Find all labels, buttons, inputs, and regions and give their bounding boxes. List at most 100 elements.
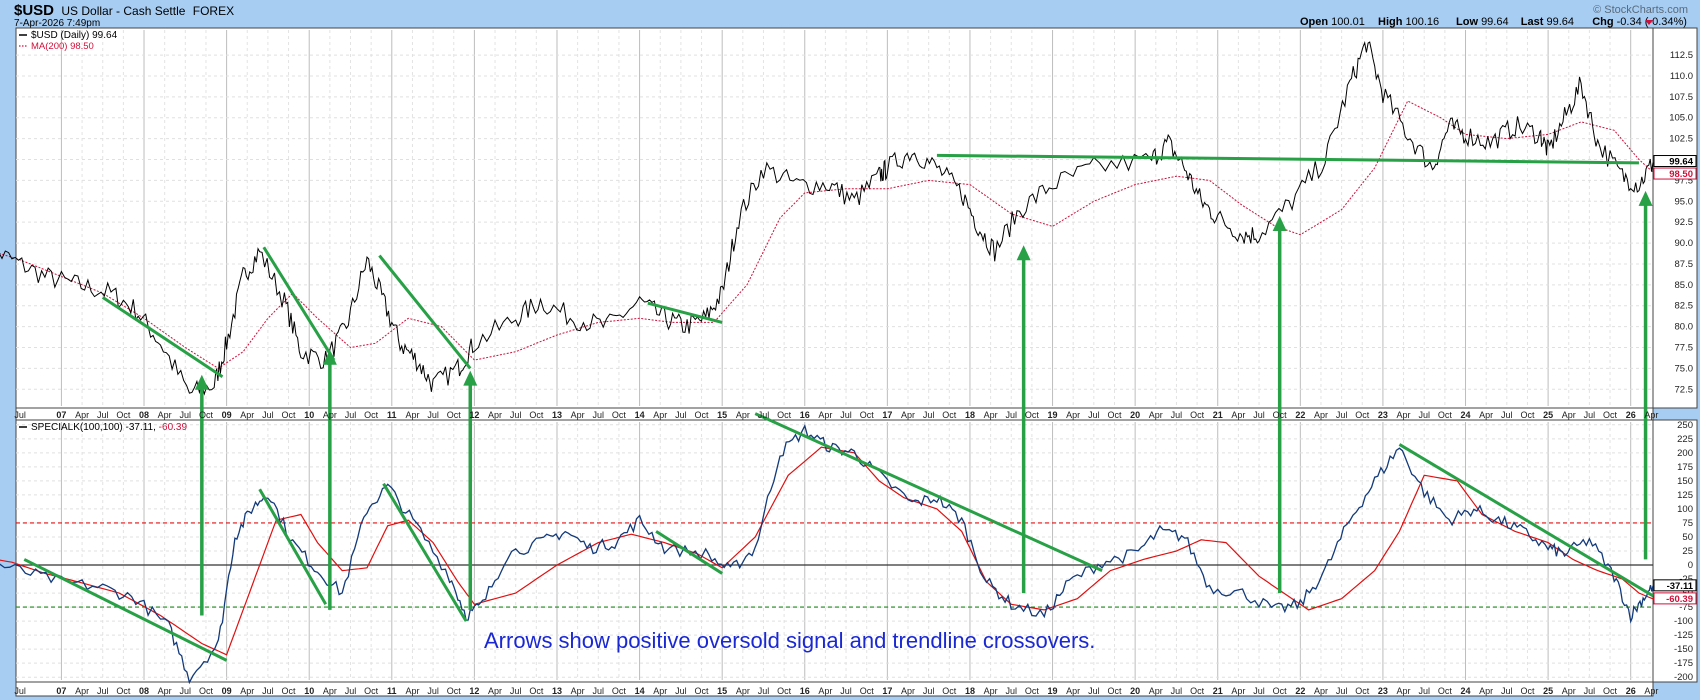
x-month-label: Oct — [282, 410, 297, 420]
x-month-label: Apr — [1066, 686, 1080, 696]
x-month-label: Jul — [1584, 686, 1596, 696]
header-exchange: FOREX — [193, 4, 234, 18]
header-name: US Dollar - Cash Settle — [61, 4, 185, 18]
axis-label-layer: Jul Jul 07 07 Apr Apr Jul Jul Oct Oct 08 08 Apr Apr Ju… — [14, 50, 1697, 696]
copyright-text: © StockCharts.com — [1593, 4, 1688, 16]
indicator-trendline — [258, 488, 328, 606]
x-month-label: Jul — [758, 410, 770, 420]
x-month-label: Jul — [1584, 410, 1596, 420]
price-legend-label: $USD (Daily) 99.64 — [31, 30, 118, 41]
indicator-trendline — [382, 482, 468, 622]
indicator-trendline — [655, 530, 723, 575]
x-month-label: Oct — [1603, 410, 1618, 420]
x-year-label: 17 — [882, 410, 892, 420]
indicator-ytick-label: 50 — [1682, 532, 1693, 543]
x-month-label: Jul — [1005, 410, 1017, 420]
indicator-ytick-label: 0 — [1688, 560, 1693, 571]
x-month-label: Apr — [405, 410, 419, 420]
x-month-label: Oct — [1438, 410, 1453, 420]
x-month-label: Oct — [777, 410, 792, 420]
price-trendline — [262, 246, 336, 361]
x-month-label: Apr — [405, 686, 419, 696]
x-month-label: Apr — [240, 686, 254, 696]
x-month-label: Jul — [262, 686, 274, 696]
signal-arrow-head-icon — [194, 374, 209, 390]
price-ytick-label: 92.5 — [1675, 217, 1694, 228]
x-month-label: Jul — [1253, 410, 1265, 420]
x-month-label: Oct — [116, 410, 131, 420]
x-month-label: Apr — [1562, 686, 1576, 696]
x-month-label: Jul — [14, 686, 26, 696]
specialk-last-badge-box — [1653, 579, 1697, 592]
x-month-label: Oct — [860, 410, 875, 420]
x-month-label: Apr — [653, 686, 667, 696]
x-month-label: Jul — [758, 686, 770, 696]
x-month-label: Apr — [653, 410, 667, 420]
indicator-ytick-label: -75 — [1679, 602, 1693, 613]
x-year-label: 12 — [469, 686, 479, 696]
x-year-label: 21 — [1213, 410, 1223, 420]
x-month-label: Apr — [1066, 410, 1080, 420]
x-month-label: Apr — [1562, 410, 1576, 420]
x-year-label: 15 — [717, 410, 727, 420]
x-year-label: 25 — [1543, 686, 1553, 696]
ma-last-badge-box — [1653, 167, 1697, 180]
price-ytick-label: 107.5 — [1669, 92, 1693, 103]
x-year-label: 26 — [1626, 686, 1636, 696]
x-month-label: Oct — [942, 410, 957, 420]
x-month-label: Oct — [282, 686, 297, 696]
x-month-label: Apr — [1231, 410, 1245, 420]
x-year-label: 11 — [387, 410, 397, 420]
price-trendline — [647, 301, 723, 324]
x-month-label: Apr — [571, 410, 585, 420]
header-date: 7-Apr-2026 7:49pm — [14, 18, 100, 29]
x-year-label: 16 — [800, 686, 810, 696]
x-month-label: Oct — [364, 686, 379, 696]
x-month-label: Jul — [345, 686, 357, 696]
x-month-label: Jul — [14, 410, 26, 420]
x-month-label: Apr — [240, 410, 254, 420]
x-year-label: 14 — [635, 410, 645, 420]
x-month-label: Jul — [1336, 410, 1348, 420]
x-year-label: 08 — [139, 686, 149, 696]
x-year-label: 23 — [1378, 686, 1388, 696]
x-month-label: Jul — [180, 686, 192, 696]
x-year-label: 21 — [1213, 686, 1223, 696]
indicator-ytick-label: 125 — [1677, 490, 1693, 501]
price-ytick-label: 75.0 — [1675, 363, 1694, 374]
x-year-label: 13 — [552, 686, 562, 696]
x-year-label: 23 — [1378, 410, 1388, 420]
x-year-label: 10 — [304, 686, 314, 696]
x-month-label: Apr — [158, 686, 172, 696]
price-ytick-label: 82.5 — [1675, 301, 1694, 312]
x-month-label: Apr — [75, 410, 89, 420]
x-month-label: Apr — [1149, 410, 1163, 420]
x-month-label: Oct — [1025, 410, 1040, 420]
x-month-label: Jul — [1501, 686, 1513, 696]
x-month-label: Oct — [529, 410, 544, 420]
x-month-label: Oct — [1190, 686, 1205, 696]
x-month-label: Jul — [1088, 686, 1100, 696]
price-ytick-label: 87.5 — [1675, 259, 1694, 270]
indicator-trendline — [754, 412, 1103, 572]
x-month-label: Jul — [1171, 410, 1183, 420]
x-year-label: 11 — [387, 686, 397, 696]
x-month-label: Jul — [1336, 686, 1348, 696]
quote-item: Low 99.64 — [1456, 16, 1509, 28]
x-month-label: Oct — [364, 410, 379, 420]
x-month-label: Oct — [860, 686, 875, 696]
x-month-label: Apr — [488, 686, 502, 696]
x-month-label: Oct — [942, 686, 957, 696]
signal-line — [0, 446, 1654, 656]
quote-item: Open 100.01 — [1300, 16, 1365, 28]
price-last-badge: 99.64 — [1669, 157, 1693, 168]
x-month-label: Apr — [818, 410, 832, 420]
indicator-ytick-label: 150 — [1677, 476, 1693, 487]
x-year-label: 24 — [1461, 686, 1471, 696]
x-month-label: Jul — [180, 410, 192, 420]
x-month-label: Oct — [1520, 410, 1535, 420]
price-last-badge-box — [1653, 155, 1697, 168]
x-month-label: Apr — [1314, 686, 1328, 696]
grid-layer — [16, 30, 1653, 680]
price-trendline — [936, 153, 1639, 165]
